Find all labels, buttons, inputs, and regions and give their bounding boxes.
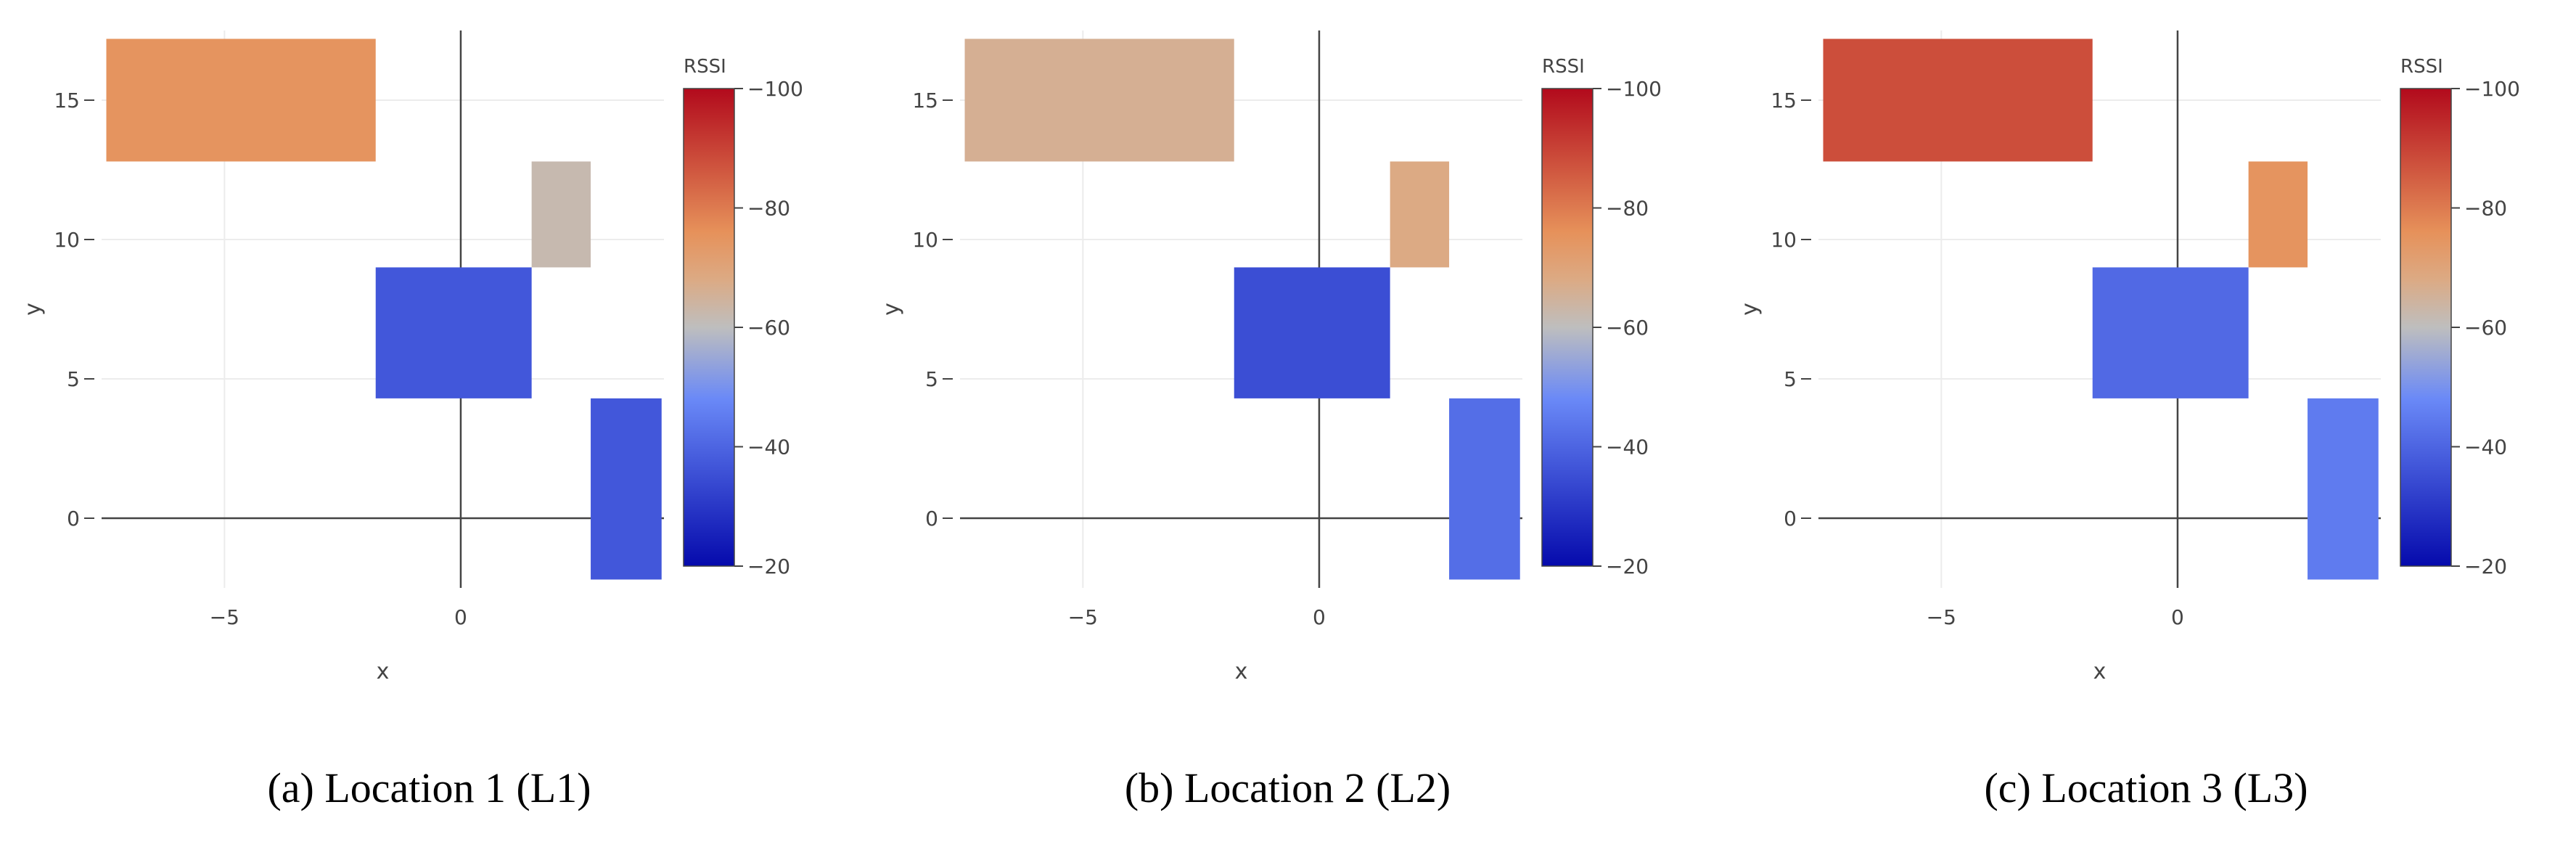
colorbar-tick-label: −60	[1606, 316, 1649, 340]
y-tick-label: 0	[925, 507, 938, 531]
x-axis-title: x	[2093, 659, 2107, 684]
chart-panel-l3: −5 0 0 5 10 15 x y RSSI −100 −80 −60 −40 −20 (c) Loca…	[1717, 0, 2575, 847]
plot-area: −5 0 0 5 10 15 x y	[1737, 30, 2381, 684]
heatmap-region-3	[2092, 267, 2249, 398]
y-tick-label: 15	[54, 89, 80, 112]
chart-caption: (c) Location 3 (L3)	[1984, 764, 2308, 811]
colorbar-gradient	[683, 88, 735, 567]
x-tick-label: −5	[1927, 605, 1956, 629]
y-axis-title: y	[1737, 303, 1763, 316]
chart-panel-l1: −5 0 0 5 10 15 x y RSSI −100 −80 −60 −40 −20 (a) Loca…	[0, 0, 858, 847]
y-tick-label: 10	[54, 228, 80, 252]
colorbar-tick-label: −100	[1606, 77, 1662, 101]
colorbar-tick-label: −40	[1606, 435, 1649, 459]
plot-area: −5 0 0 5 10 15 x y	[20, 30, 664, 684]
heatmap-chart: −5 0 0 5 10 15 x y RSSI −100 −80 −60 −40 −20	[1737, 30, 2520, 684]
colorbar-tick-label: −60	[747, 316, 790, 340]
plot-area: −5 0 0 5 10 15 x y	[879, 30, 1522, 684]
y-tick-label: 15	[912, 89, 938, 112]
heatmap-region-4	[2308, 398, 2379, 580]
chart-panel-l2: −5 0 0 5 10 15 x y RSSI −100 −80 −60 −40 −20 (b) Loca…	[858, 0, 1717, 847]
colorbar-tick-label: −80	[2464, 197, 2507, 221]
heatmap-region-2	[531, 161, 591, 268]
colorbar-gradient	[2400, 88, 2452, 567]
heatmap-region-3	[1234, 267, 1390, 398]
colorbar-title: RSSI	[684, 56, 726, 78]
x-tick-label: −5	[210, 605, 239, 629]
y-tick-label: 0	[67, 507, 80, 531]
heatmap-region-4	[591, 398, 662, 580]
colorbar-title: RSSI	[1542, 56, 1585, 78]
colorbar: RSSI −100 −80 −60 −40 −20	[683, 56, 803, 578]
y-tick-label: 5	[1784, 367, 1797, 391]
colorbar-tick-label: −20	[747, 555, 790, 578]
x-tick-label: 0	[454, 605, 467, 629]
colorbar-tick-label: −20	[2464, 555, 2507, 578]
colorbar-tick-label: −100	[2464, 77, 2520, 101]
colorbar-tick-label: −40	[2464, 435, 2507, 459]
y-axis-title: y	[20, 303, 46, 316]
y-tick-label: 0	[1784, 507, 1797, 531]
colorbar-tick-label: −80	[1606, 197, 1649, 221]
heatmap-region-1	[1823, 38, 2093, 162]
heatmap-chart: −5 0 0 5 10 15 x y RSSI −100 −80 −60 −40 −20	[20, 30, 803, 684]
heatmap-region-2	[2248, 161, 2308, 268]
y-tick-label: 15	[1771, 89, 1797, 112]
colorbar-gradient	[1541, 88, 1593, 567]
heatmap-region-1	[106, 38, 376, 162]
colorbar-tick-label: −20	[1606, 555, 1649, 578]
colorbar: RSSI −100 −80 −60 −40 −20	[2400, 56, 2520, 578]
colorbar-tick-label: −80	[747, 197, 790, 221]
y-tick-label: 10	[912, 228, 938, 252]
heatmap-region-1	[964, 38, 1234, 162]
x-tick-label: −5	[1068, 605, 1098, 629]
y-axis-title: y	[879, 303, 904, 316]
heatmap-region-2	[1390, 161, 1450, 268]
heatmap-region-3	[375, 267, 532, 398]
colorbar-title: RSSI	[2400, 56, 2443, 78]
heatmap-chart: −5 0 0 5 10 15 x y RSSI −100 −80 −60 −40 −20	[879, 30, 1662, 684]
chart-caption: (a) Location 1 (L1)	[267, 764, 591, 811]
colorbar-tick-label: −60	[2464, 316, 2507, 340]
y-tick-label: 10	[1771, 228, 1797, 252]
x-tick-label: 0	[1313, 605, 1326, 629]
colorbar-tick-label: −100	[747, 77, 803, 101]
y-tick-label: 5	[67, 367, 80, 391]
colorbar: RSSI −100 −80 −60 −40 −20	[1541, 56, 1662, 578]
y-tick-label: 5	[925, 367, 938, 391]
x-axis-title: x	[377, 659, 390, 684]
colorbar-tick-label: −40	[747, 435, 790, 459]
chart-caption: (b) Location 2 (L2)	[1124, 764, 1451, 811]
heatmap-region-4	[1449, 398, 1520, 580]
x-axis-title: x	[1235, 659, 1248, 684]
x-tick-label: 0	[2171, 605, 2184, 629]
